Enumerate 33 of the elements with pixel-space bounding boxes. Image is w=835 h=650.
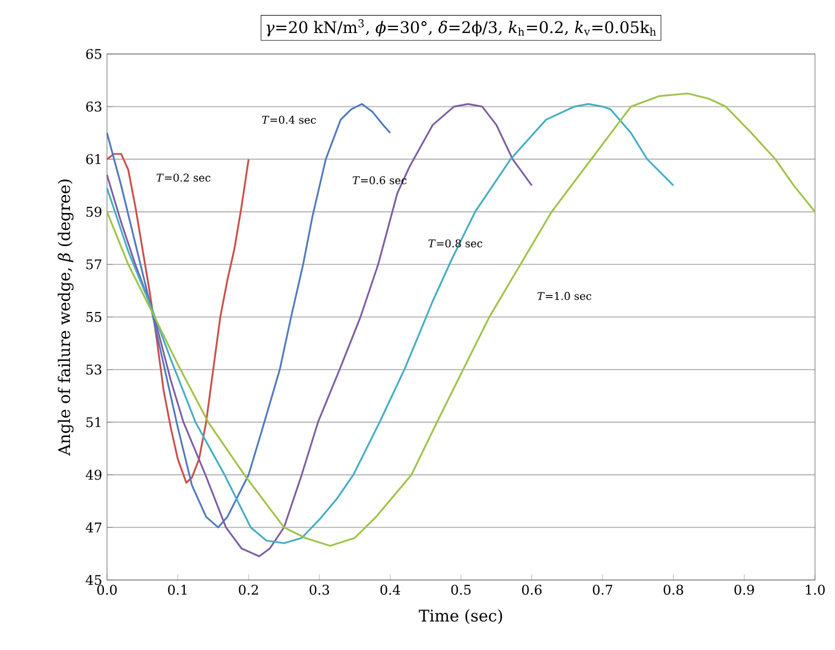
y-axis-title: Angle of failure wedge, β (degree) bbox=[58, 180, 74, 456]
y-tick-label: 57 bbox=[86, 259, 102, 270]
y-tick-label: 53 bbox=[86, 364, 102, 375]
y-tick-label: 55 bbox=[86, 312, 102, 322]
line-series bbox=[106, 103, 533, 558]
line-series bbox=[106, 103, 392, 528]
x-tick-label: 0.2 bbox=[238, 584, 258, 595]
x-tick-label: 0.1 bbox=[168, 584, 187, 595]
y-tick-label: 45 bbox=[86, 574, 102, 586]
x-tick-label: 0.9 bbox=[734, 584, 754, 595]
x-axis-title: Time (sec) bbox=[418, 609, 502, 624]
line-series bbox=[106, 103, 674, 544]
chart-title: γ=20 kN/m$^{3}$, ϕ=30°, δ=2ϕ/3, k$_{h}$=0.2, k$_{v}$=0.05k$_{h}$ bbox=[266, 19, 656, 36]
x-tick-label: 0.8 bbox=[664, 584, 684, 595]
line-series bbox=[106, 153, 250, 484]
y-tick-label: 59 bbox=[86, 206, 102, 217]
x-tick-label: 0.5 bbox=[451, 584, 471, 595]
x-tick-label: 1.0 bbox=[806, 584, 825, 595]
x-tick-label: 0.4 bbox=[380, 584, 400, 595]
y-tick-label: 63 bbox=[86, 102, 102, 112]
y-tick-label: 65 bbox=[86, 48, 102, 60]
y-tick-label: 47 bbox=[86, 522, 102, 532]
text: T=1.0 sec bbox=[537, 292, 592, 300]
line-series bbox=[106, 92, 816, 547]
y-tick-label: 49 bbox=[86, 470, 102, 480]
x-tick-label: 0.0 bbox=[97, 584, 117, 595]
y-tick-label: 61 bbox=[86, 154, 100, 164]
x-tick-label: 0.7 bbox=[592, 584, 612, 595]
text: T=0.4 sec bbox=[262, 116, 316, 124]
x-tick-label: 0.6 bbox=[522, 584, 542, 595]
y-tick-label: 51 bbox=[86, 417, 100, 428]
text: T=0.2 sec bbox=[156, 174, 210, 182]
x-tick-label: 0.3 bbox=[310, 584, 330, 595]
